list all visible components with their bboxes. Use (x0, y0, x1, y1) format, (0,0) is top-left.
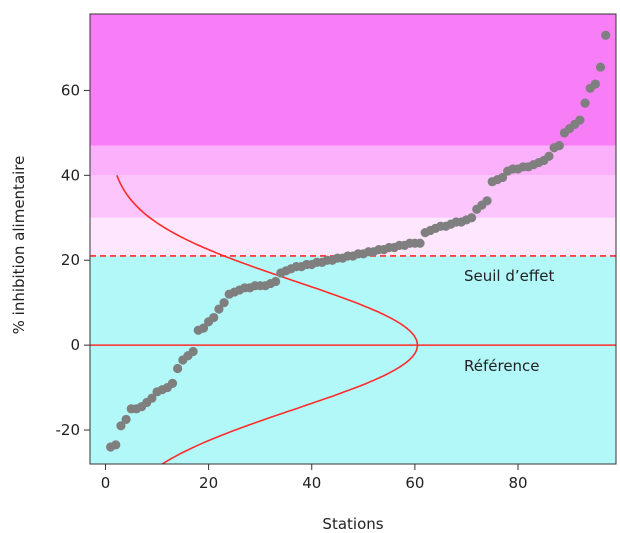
data-point (167, 378, 178, 388)
data-point (595, 62, 606, 72)
plot-frame (89, 13, 617, 465)
y-tick-label: -20 (56, 421, 81, 439)
data-point (214, 304, 224, 314)
x-tick-label: 80 (508, 474, 527, 492)
data-point (590, 79, 600, 89)
y-tick-label: 0 (70, 336, 80, 354)
band-0 (90, 255, 616, 464)
data-point (116, 421, 126, 431)
distribution-curve (116, 175, 419, 465)
data-point (554, 141, 564, 151)
data-point (575, 115, 585, 125)
y-tick-label: 20 (61, 251, 80, 269)
x-tick-label: 40 (302, 474, 321, 492)
data-point (482, 196, 492, 206)
axis-ticks-layer: 0 20 40 60 80 -20 0 20 40 60 (56, 81, 528, 492)
background-bands (90, 14, 616, 464)
data-point (601, 30, 611, 40)
x-axis-label: Stations (322, 515, 383, 533)
y-tick-label: 40 (61, 166, 80, 184)
data-point (544, 151, 554, 161)
distribution-curve-layer (116, 175, 419, 465)
data-point (111, 440, 121, 450)
data-point (209, 312, 219, 323)
reference-label: Référence (464, 357, 540, 375)
band-1 (90, 217, 616, 256)
data-point (198, 323, 209, 333)
band-4 (90, 14, 616, 146)
data-point (219, 298, 229, 308)
data-point (121, 414, 131, 425)
data-point (415, 238, 425, 248)
threshold-label: Seuil d’effet (464, 267, 554, 285)
x-tick-label: 20 (199, 474, 218, 492)
x-tick-label: 0 (101, 474, 111, 492)
data-points-layer (106, 30, 611, 452)
band-2 (90, 175, 616, 218)
y-axis-label: % inhibition alimentaire (10, 156, 28, 335)
data-point (188, 346, 198, 357)
data-point (467, 213, 477, 223)
data-point (147, 393, 157, 403)
data-point (580, 98, 590, 108)
x-tick-label: 60 (405, 474, 424, 492)
data-point (173, 363, 183, 374)
y-tick-label: 60 (61, 81, 80, 99)
data-point (497, 172, 508, 183)
data-point (271, 276, 281, 287)
